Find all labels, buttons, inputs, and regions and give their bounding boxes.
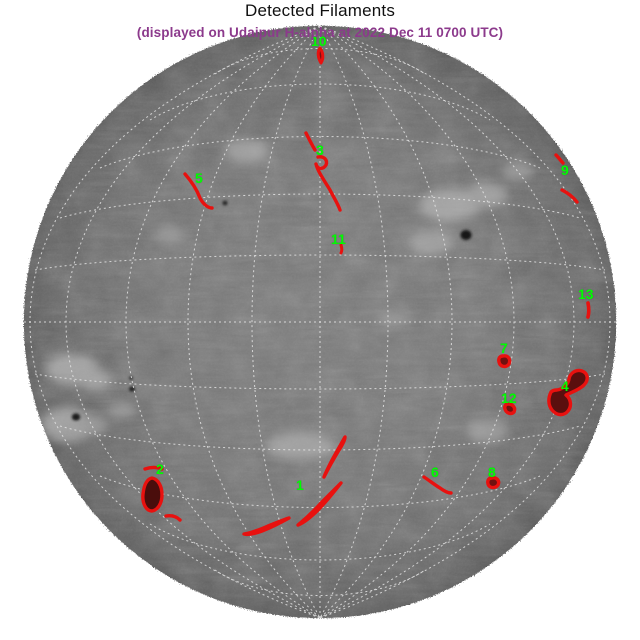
filament-label-8: 8	[488, 464, 496, 480]
filament-3-contour-b	[314, 155, 342, 212]
sunspots	[71, 200, 472, 421]
filament-9-contour-a	[554, 153, 565, 165]
filament-13-contour	[586, 301, 591, 319]
filament-label-11: 11	[331, 231, 346, 247]
grid-parallels	[24, 48, 616, 596]
filament-12-contour	[503, 402, 517, 416]
filament-label-9: 9	[561, 162, 569, 178]
page-title: Detected Filaments	[244, 1, 396, 20]
filament-label-6: 6	[431, 464, 439, 480]
detected-filaments	[141, 46, 591, 537]
filament-4-contour	[547, 368, 589, 417]
filament-label-7: 7	[500, 340, 508, 356]
filament-10-contour	[316, 46, 325, 65]
filament-1-contour-c	[242, 516, 291, 537]
filament-2-contour-c	[164, 514, 182, 522]
disk-surface	[24, 26, 616, 618]
filament-5-contour	[183, 172, 214, 210]
filament-label-1: 1	[296, 477, 304, 493]
page-subtitle: (displayed on Udaipur H-alpha at 2022 De…	[136, 25, 504, 40]
filament-label-13: 13	[578, 286, 594, 302]
filament-label-5: 5	[195, 170, 203, 186]
filament-3-contour-a	[304, 131, 317, 152]
filament-6-contour	[422, 475, 453, 495]
filament-9-contour-b	[560, 188, 579, 204]
filament-1-contour-a	[322, 435, 347, 479]
filament-8-contour	[486, 476, 501, 490]
filament-1-contour-b	[296, 481, 343, 527]
plage-regions	[42, 139, 534, 460]
filament-2-contour-b	[141, 476, 164, 513]
filament-11-contour	[339, 243, 344, 255]
filament-label-2: 2	[156, 461, 164, 477]
filament-7-contour	[497, 354, 512, 369]
filament-label-12: 12	[501, 390, 517, 406]
filament-label-10: 10	[311, 33, 327, 49]
filament-2-contour-a	[143, 465, 164, 471]
filament-label-4: 4	[561, 378, 569, 394]
filament-label-3: 3	[316, 142, 324, 158]
